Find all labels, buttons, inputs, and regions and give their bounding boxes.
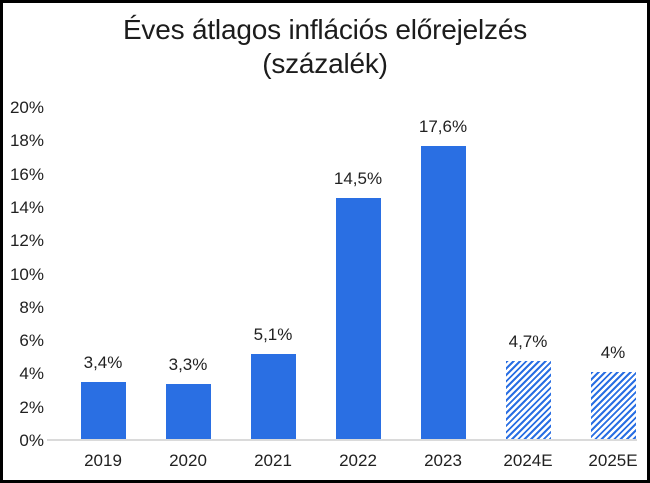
plot-area: 3,4% 3,3% 5,1% 14,5% 17,6% 4,7% 4% xyxy=(47,108,637,441)
x-axis-label-2025e: 2025E xyxy=(588,451,638,470)
bar-value-label-2023: 17,6% xyxy=(418,117,468,136)
bar-2022 xyxy=(335,198,381,439)
bar-value-label-2019: 3,4% xyxy=(83,353,123,372)
y-axis-label: 16% xyxy=(9,164,44,184)
x-axis-label-2021: 2021 xyxy=(254,451,292,470)
bar-2025e xyxy=(590,372,636,439)
y-axis-label: 8% xyxy=(19,297,44,317)
x-axis-label-2020: 2020 xyxy=(169,451,207,470)
x-axis-label-2019: 2019 xyxy=(84,451,122,470)
x-axis: 2019 2020 2021 2022 2023 2024E 2025E xyxy=(47,444,638,476)
y-axis-label: 12% xyxy=(9,231,44,251)
y-axis-label: 14% xyxy=(9,197,44,217)
y-axis: 0% 2% 4% 6% 8% 10% 12% 14% 16% 18% 20% xyxy=(3,3,44,480)
y-axis-label: 6% xyxy=(19,331,44,351)
x-axis-label-2024e: 2024E xyxy=(503,451,553,470)
chart-title-line1: Éves átlagos inflációs előrejelzés xyxy=(122,14,528,45)
bar-2020 xyxy=(165,384,211,439)
x-axis-label-2023: 2023 xyxy=(424,451,462,470)
chart-title-line2: (százalék) xyxy=(262,48,388,79)
y-axis-label: 10% xyxy=(9,264,44,284)
y-axis-label: 0% xyxy=(19,431,44,450)
x-axis-label-2022: 2022 xyxy=(339,451,377,470)
bar-2019 xyxy=(80,382,126,439)
y-axis-label: 4% xyxy=(19,364,44,384)
bar-value-label-2022: 14,5% xyxy=(333,169,383,188)
bar-value-label-2020: 3,3% xyxy=(168,355,208,374)
bar-2024e xyxy=(505,361,551,439)
y-axis-label: 20% xyxy=(9,98,44,117)
bar-2021 xyxy=(250,354,296,439)
y-axis-label: 2% xyxy=(19,397,44,417)
bar-value-label-2021: 5,1% xyxy=(253,325,293,344)
bar-2023 xyxy=(420,146,466,439)
chart-title: Éves átlagos inflációs előrejelzés (száz… xyxy=(3,13,647,81)
y-axis-label: 18% xyxy=(9,131,44,151)
bar-value-label-2024e: 4,7% xyxy=(508,332,548,351)
bar-value-label-2025e: 4% xyxy=(600,343,626,362)
